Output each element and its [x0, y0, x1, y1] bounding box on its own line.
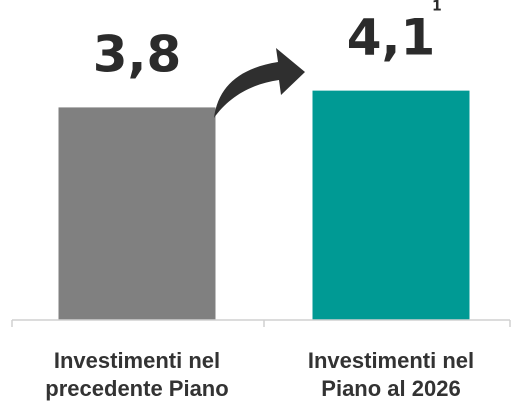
category-label-1-line-1: Investimenti nel: [54, 348, 220, 373]
bar-2: [312, 90, 470, 321]
bar-1: [58, 107, 216, 320]
labels-group: 3,8 Investimenti nel precedente Piano 4,11 I…: [45, 0, 474, 401]
category-label-2-line-2: Piano al 2026: [321, 376, 460, 401]
growth-arrow-icon: [214, 48, 305, 118]
footnote-mark-2: 1: [432, 0, 442, 15]
category-label-2-line-1: Investimenti nel: [308, 348, 474, 373]
value-label-2: 4,1: [347, 9, 436, 67]
category-label-1-line-2: precedente Piano: [45, 376, 228, 401]
bars-group: [58, 90, 470, 321]
value-label-1: 3,8: [93, 25, 182, 83]
